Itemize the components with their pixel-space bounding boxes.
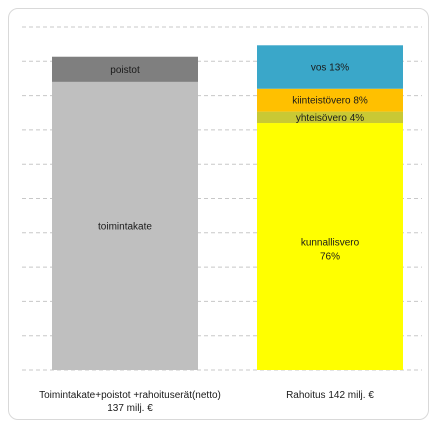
segment-label-poistot: poistot — [110, 65, 140, 76]
bar-segment-kiinteistovero — [257, 88, 403, 112]
bar-segment-kunnallisvero — [257, 123, 403, 370]
segment-label-yhteisovero: yhteisövero 4% — [296, 113, 364, 124]
bar-segment-toimintakate — [52, 81, 198, 370]
category-label-rahoitus: Rahoitus 142 milj. € — [255, 389, 405, 402]
segment-label-toimintakate: toimintakate — [98, 221, 152, 232]
bar-segment-vos — [257, 45, 403, 89]
category-label-line1: Toimintakate+poistot +rahoituserät(netto… — [39, 390, 221, 401]
category-label-line2: 137 milj. € — [107, 403, 153, 414]
segment-label-kiinteistovero: kiinteistövero 8% — [292, 96, 368, 107]
category-label-line1: Rahoitus 142 milj. € — [286, 390, 374, 401]
segment-label-kunnallisvero: kunnallisvero 76% — [301, 238, 360, 263]
category-label-toimintakate: Toimintakate+poistot +rahoituserät(netto… — [10, 389, 250, 415]
bar-segment-poistot — [52, 56, 198, 82]
bar-segment-yhteisovero — [257, 111, 403, 124]
segment-label-vos: vos 13% — [311, 63, 349, 74]
